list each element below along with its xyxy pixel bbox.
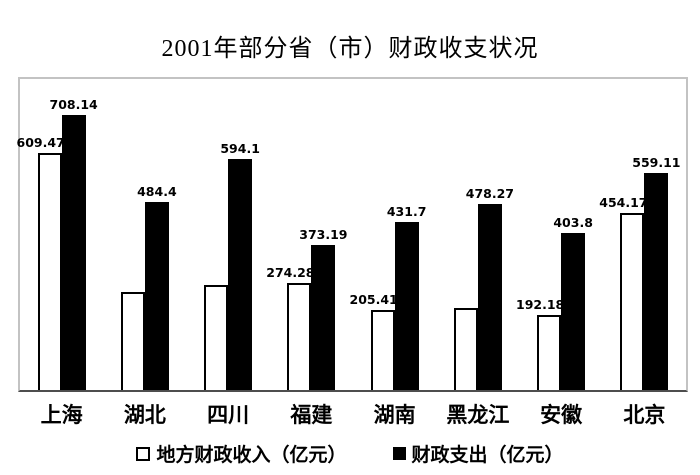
legend-item-income: 地方财政收入（亿元） — [136, 440, 347, 467]
income-bar — [287, 283, 312, 390]
chart-title: 2001年部分省（市）财政收支状况 — [161, 36, 539, 62]
income-value-label: 205.41 — [349, 291, 398, 307]
legend-income-swatch-icon — [136, 446, 151, 461]
legend-income-label: 地方财政收入（亿元） — [156, 445, 347, 466]
expense-value-label: 403.8 — [553, 214, 593, 230]
income-bar — [120, 292, 145, 390]
income-value-label: 609.47 — [16, 134, 65, 150]
income-bar — [620, 213, 645, 390]
legend-expense-swatch-icon — [392, 447, 406, 460]
income-bar — [370, 310, 395, 390]
plot-area: 609.47 708.14 484.4 594.1 274.28 373.19 205.41… — [16, 77, 688, 392]
expense-bar — [644, 173, 669, 390]
income-bar — [537, 315, 562, 390]
income-bar — [204, 285, 229, 390]
expense-bar — [61, 115, 86, 390]
x-axis-label: 上海 — [40, 403, 83, 427]
expense-bar — [477, 204, 502, 390]
x-axis-label: 四川 — [207, 403, 250, 427]
expense-bar — [144, 202, 169, 390]
expense-value-label: 478.27 — [465, 185, 514, 201]
legend: 地方财政收入（亿元） 财政支出（亿元） — [0, 440, 700, 467]
expense-bar — [311, 245, 336, 390]
expense-value-label: 559.11 — [632, 154, 681, 170]
legend-expense-label: 财政支出（亿元） — [411, 445, 564, 466]
income-bar — [37, 153, 62, 390]
expense-value-label: 594.1 — [220, 140, 260, 156]
x-axis-label: 湖南 — [373, 403, 416, 427]
expense-value-label: 708.14 — [49, 96, 98, 112]
x-axis-label: 福建 — [290, 403, 333, 427]
legend-item-expense: 财政支出（亿元） — [392, 440, 564, 467]
expense-value-label: 373.19 — [299, 226, 348, 242]
income-value-label: 274.28 — [266, 264, 315, 280]
x-axis-label: 安徽 — [540, 403, 583, 427]
expense-value-label: 431.7 — [386, 203, 427, 219]
x-axis-label: 北京 — [623, 403, 666, 427]
income-value-label: 192.18 — [516, 296, 565, 312]
income-value-label: 454.17 — [599, 194, 648, 210]
expense-bar — [228, 159, 253, 390]
x-axis-label: 湖北 — [123, 403, 166, 427]
expense-bar — [394, 222, 419, 390]
expense-bar — [561, 233, 586, 390]
x-axis-label: 黑龙江 — [446, 403, 510, 427]
income-bar — [453, 308, 478, 390]
expense-value-label: 484.4 — [137, 183, 177, 199]
